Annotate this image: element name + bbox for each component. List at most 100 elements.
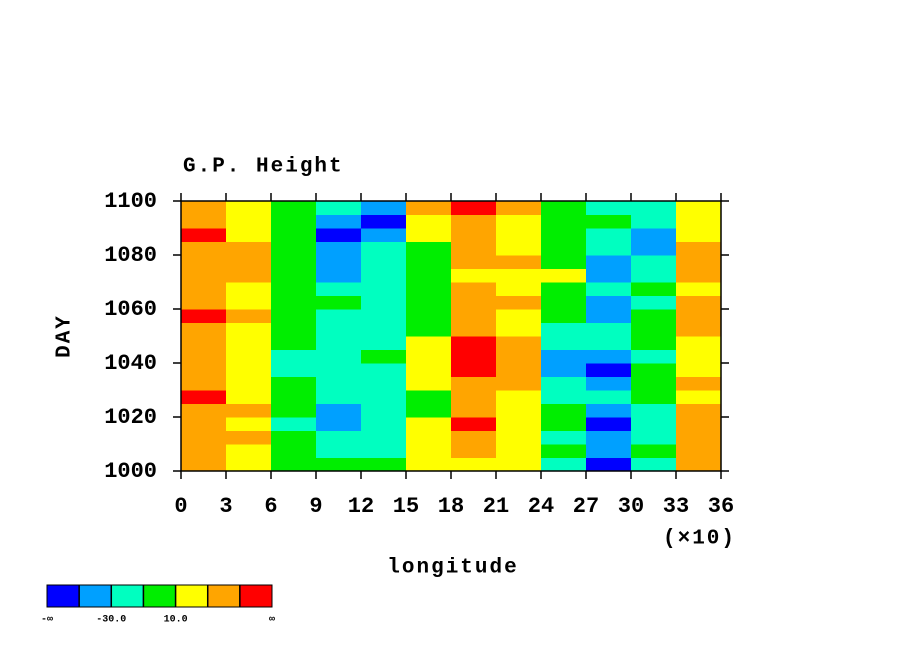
heatmap-cell [181,268,227,283]
x-tick-label: 6 [264,494,277,519]
heatmap-cell [406,201,452,215]
x-tick-label: 21 [483,494,509,519]
y-tick-label: 1080 [104,243,157,268]
heatmap-cell [271,255,317,269]
heatmap-cell [451,336,497,350]
heatmap-cell [631,417,677,431]
x-multiplier: (×10) [663,528,736,551]
heatmap-cell [406,295,452,310]
heatmap-cell [541,457,587,472]
heatmap-cell [586,268,632,283]
heatmap-cell [631,349,677,364]
heatmap-cell [181,376,227,391]
heatmap-cell [631,336,677,350]
heatmap-cell [406,403,452,418]
heatmap-cell [226,241,272,256]
heatmap-cell [316,349,362,364]
heatmap-cell [676,430,722,445]
heatmap-cell [226,214,272,229]
colorbar-swatch [239,584,273,608]
heatmap-cell [496,255,542,269]
y-tick-label: 1040 [104,351,157,376]
heatmap-cell [226,390,272,404]
heatmap-cell [316,282,362,296]
heatmap-cell [586,322,632,337]
heatmap-cell [406,336,452,350]
heatmap-cell [451,376,497,391]
heatmap-cell [631,457,677,472]
heatmap-cell [181,363,227,377]
heatmap-cell [226,309,272,323]
heatmap-cell [361,228,407,242]
heatmap-cell [676,349,722,364]
heatmap-cell [451,282,497,296]
heatmap-cell [496,444,542,458]
heatmap-cell [406,309,452,323]
heatmap-cell [451,403,497,418]
heatmap-cell [496,201,542,215]
heatmap-cell [676,336,722,350]
heatmap-cell [316,268,362,283]
heatmap-cell [271,228,317,242]
heatmap-cell [271,430,317,445]
heatmap-cell [676,268,722,283]
heatmap-cell [181,255,227,269]
heatmap-cell [406,282,452,296]
heatmap-cell [226,228,272,242]
heatmap-cell [451,417,497,431]
y-tick-label: 1020 [104,405,157,430]
colorbar-label: 10.0 [164,615,188,626]
heatmap-cell [316,390,362,404]
heatmap-cell [316,336,362,350]
heatmap-cell [451,201,497,215]
heatmap-cell [631,255,677,269]
heatmap-cell [361,349,407,364]
heatmap-cell [676,444,722,458]
x-axis-label: longitude [387,557,518,580]
heatmap-cell [631,322,677,337]
heatmap-cell [631,430,677,445]
heatmap-cell [586,363,632,377]
colorbar-swatch [207,584,241,608]
y-tick-label: 1000 [104,459,157,484]
heatmap-cell [676,255,722,269]
heatmap-cell [631,241,677,256]
heatmap-cell [271,403,317,418]
heatmap-cell [586,403,632,418]
heatmap-cell [271,336,317,350]
heatmap-cell [586,295,632,310]
heatmap-cell [541,336,587,350]
heatmap-cell [271,457,317,472]
heatmap-cell [316,417,362,431]
heatmap-cell [226,457,272,472]
heatmap-cell [271,390,317,404]
heatmap-cell [496,214,542,229]
heatmap-cell [631,268,677,283]
heatmap-cell [181,322,227,337]
heatmap-cell [316,457,362,472]
heatmap-cell [271,201,317,215]
heatmap-cell [631,376,677,391]
heatmap-cell [451,363,497,377]
heatmap-cell [676,309,722,323]
heatmap-cell [181,336,227,350]
heatmap-cell [406,444,452,458]
heatmap-cell [541,241,587,256]
heatmap-cell [541,268,587,283]
heatmap-cell [406,255,452,269]
heatmap-cell [541,417,587,431]
heatmap-cell [586,349,632,364]
x-tick-label: 24 [528,494,554,519]
x-tick-label: 3 [219,494,232,519]
heatmap-cell [496,457,542,472]
heatmap-cell [451,255,497,269]
heatmap-cell [361,390,407,404]
heatmap-cell [226,363,272,377]
heatmap-cell [631,390,677,404]
x-tick-label: 9 [309,494,322,519]
heatmap-cell [406,349,452,364]
heatmap [181,201,722,472]
x-tick-label: 30 [618,494,644,519]
heatmap-cell [676,417,722,431]
heatmap-cell [676,390,722,404]
